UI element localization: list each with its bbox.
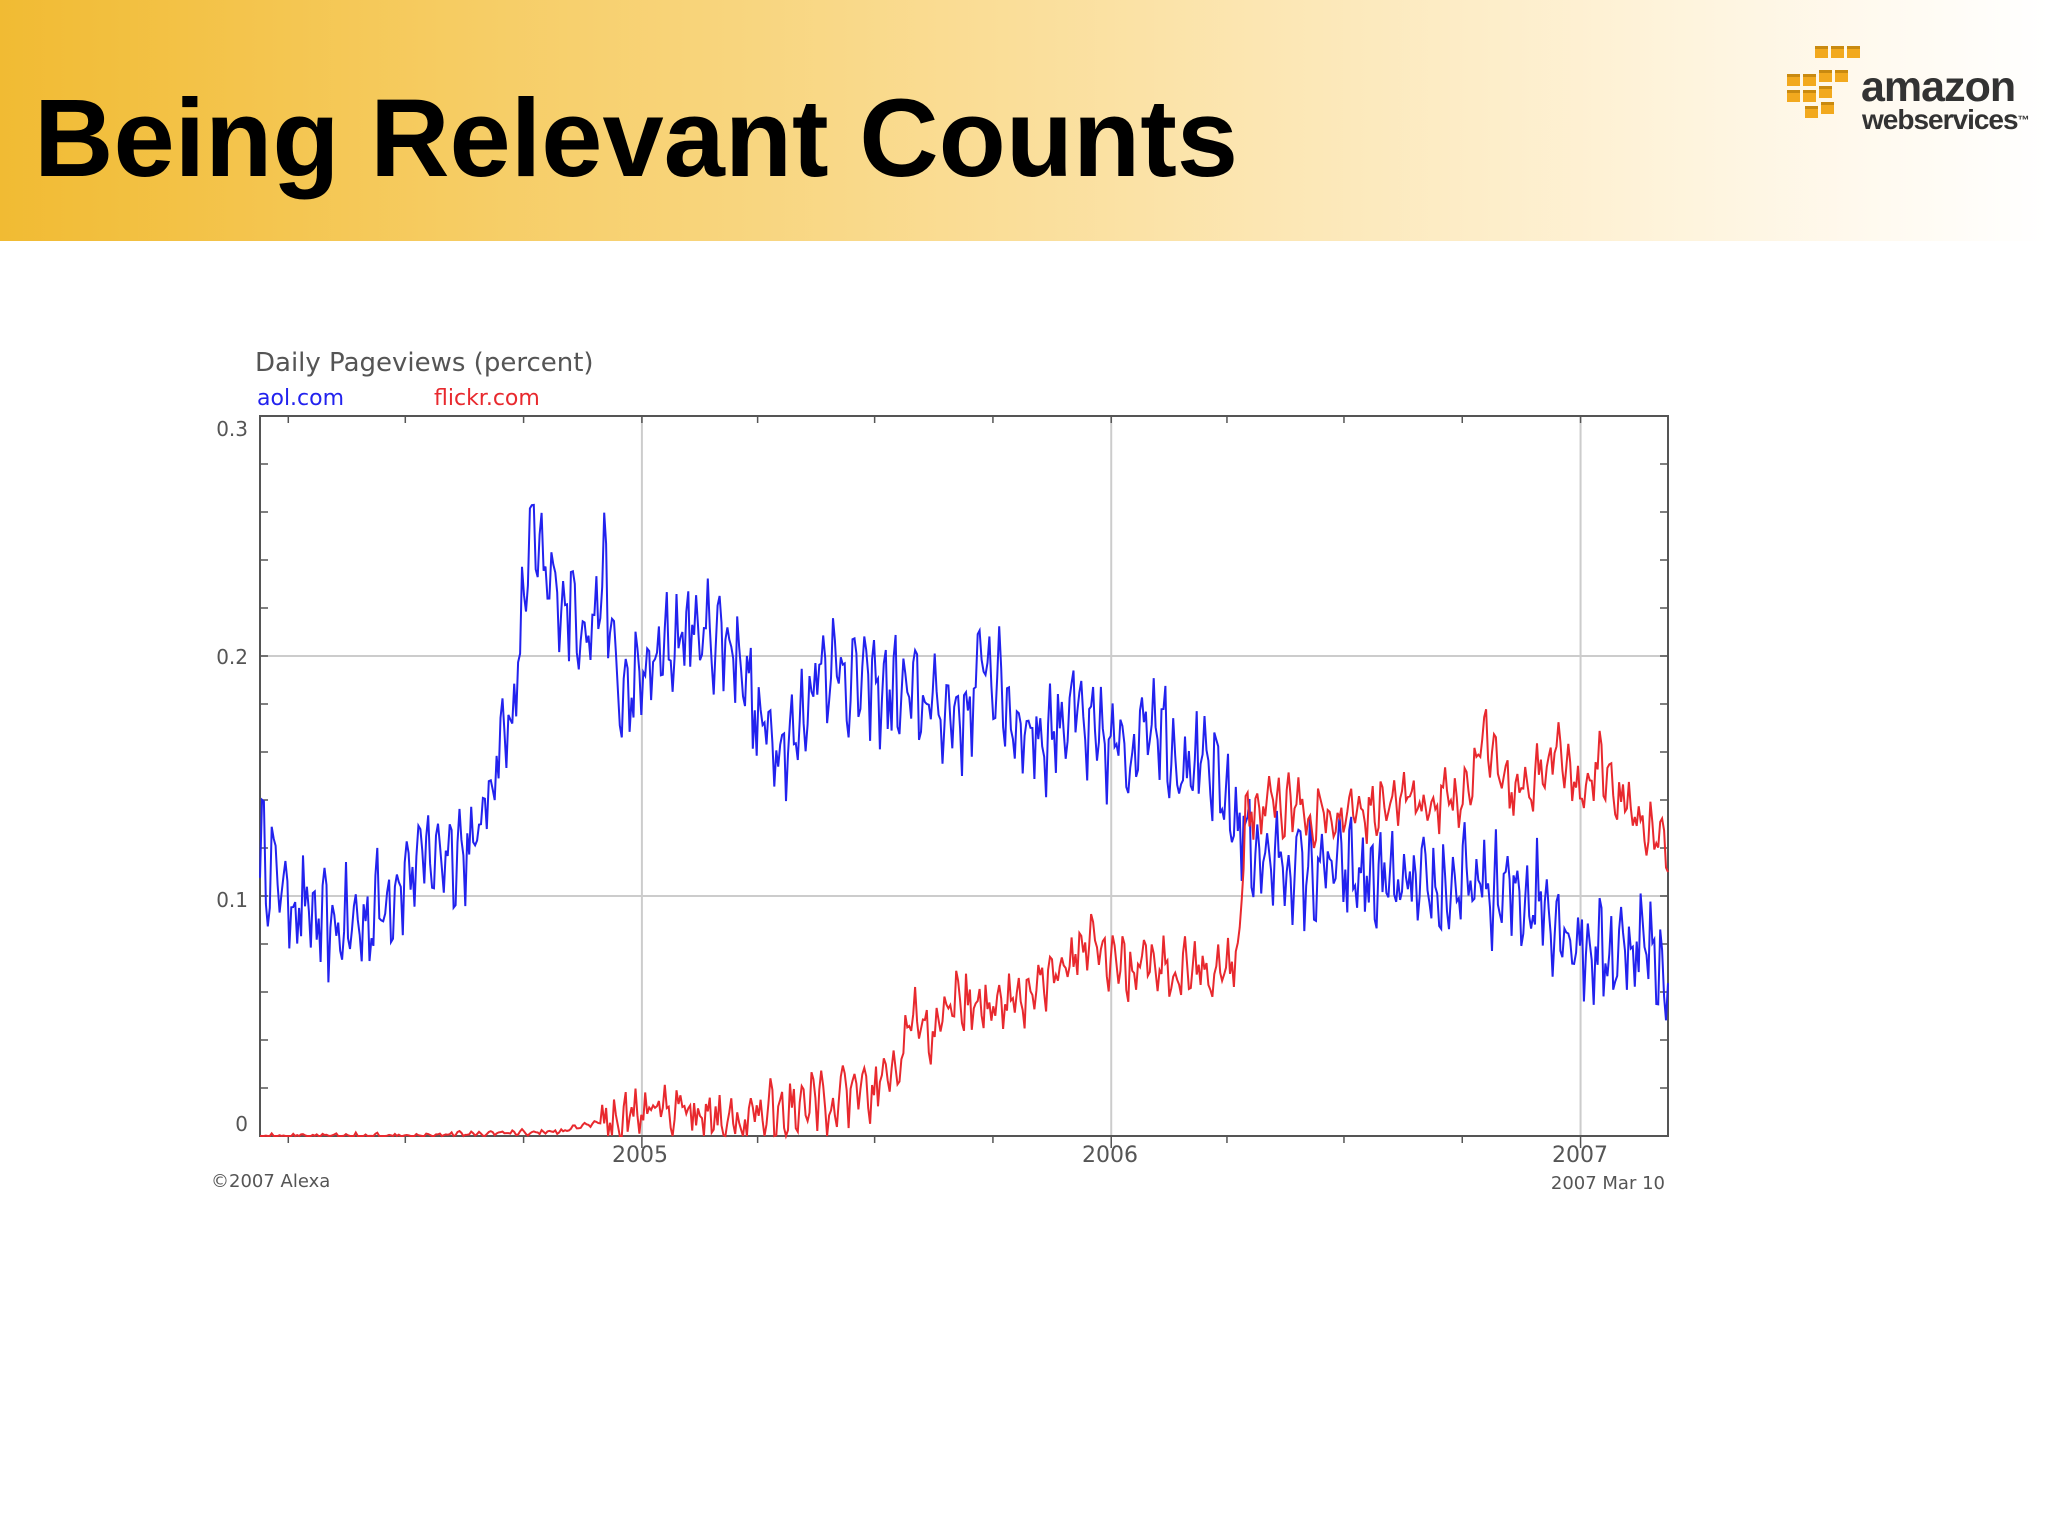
x-axis-labels: 2005 2006 2007	[612, 1143, 1608, 1168]
y-axis-labels: 0 0.1 0.2 0.3	[216, 417, 248, 1136]
aws-logo-word-webservices-text: webservices	[1862, 104, 2019, 135]
aws-logo-word-amazon: amazon	[1861, 63, 2016, 111]
aws-logo-trademark: ™	[2017, 113, 2030, 127]
aws-boxes-icon	[1787, 46, 1860, 118]
chart-end-date: 2007 Mar 10	[1551, 1173, 1665, 1194]
aws-logo: amazon webservices™	[1785, 40, 2030, 140]
x-tick-label: 2007	[1552, 1143, 1608, 1168]
legend-flickr: flickr.com	[434, 386, 540, 411]
chart-title: Daily Pageviews (percent)	[255, 348, 594, 378]
x-tick-label: 2006	[1082, 1143, 1138, 1168]
series-line-flickr	[259, 709, 1669, 1140]
grid	[260, 416, 1668, 1136]
legend-aol: aol.com	[257, 386, 344, 411]
title-banner	[0, 0, 2048, 241]
y-tick-label: 0.3	[216, 417, 248, 441]
y-tick-label: 0	[235, 1112, 248, 1136]
plot-frame	[259, 415, 1669, 1137]
chart-copyright: ©2007 Alexa	[211, 1171, 330, 1192]
aws-logo-word-webservices: webservices™	[1862, 104, 2030, 135]
slide-title: Being Relevant Counts	[34, 77, 1239, 200]
y-tick-label: 0.1	[216, 888, 248, 912]
axis-ticks	[260, 416, 1668, 1148]
y-tick-label: 0.2	[216, 645, 248, 669]
series-line-aol	[259, 503, 1669, 1021]
x-tick-label: 2005	[612, 1143, 668, 1168]
